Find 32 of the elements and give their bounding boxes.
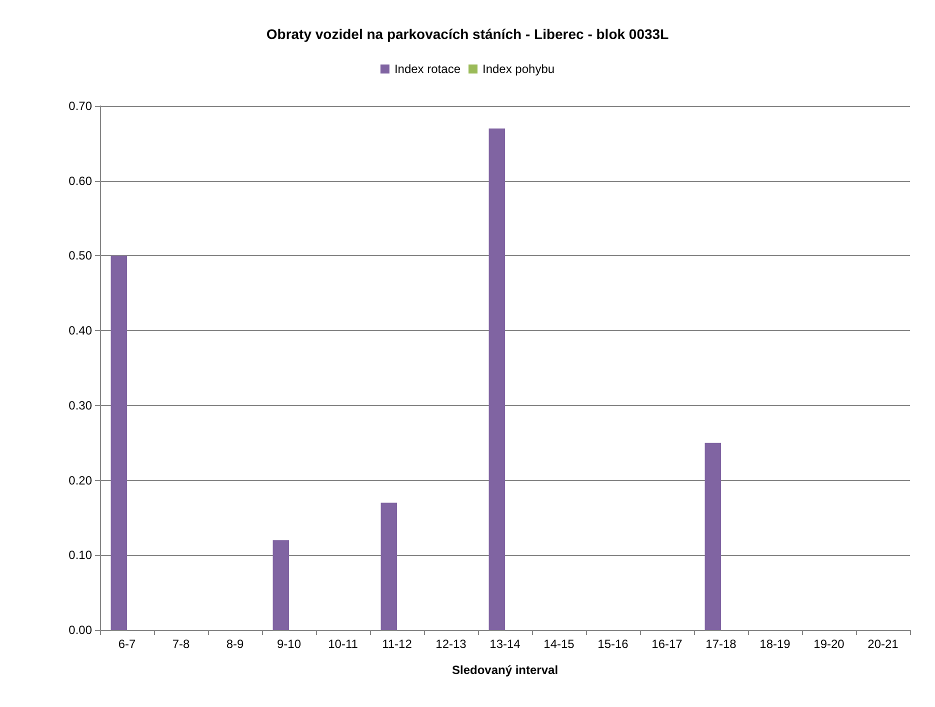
x-axis-title: Sledovaný interval [452, 663, 558, 677]
x-tick-label: 9-10 [276, 637, 302, 651]
y-tick-label: 0.10 [68, 548, 92, 562]
x-tick-label: 12-13 [436, 637, 467, 651]
y-tick-label: 0.60 [68, 174, 92, 188]
x-tick-label: 20-21 [868, 637, 899, 651]
y-tick-label: 0.20 [68, 473, 92, 488]
x-tick-label: 15-16 [598, 637, 629, 651]
x-tick-label: 17-18 [706, 637, 737, 651]
x-tick-label: 13-14 [490, 637, 521, 651]
bar [110, 256, 127, 630]
x-tick-label: 16-17 [652, 637, 683, 651]
x-tick-label: 18-19 [760, 637, 791, 651]
y-tick-label: 0.30 [68, 398, 92, 412]
y-tick-label: 0.50 [68, 248, 92, 263]
x-tick-label: 10-11 [328, 637, 358, 651]
bar [272, 540, 289, 630]
y-tick-label: 0.40 [68, 324, 92, 338]
chart-title: Obraty vozidel na parkovacích stáních - Liberec - blok 0033L [266, 26, 670, 42]
x-tick-label: 7-8 [172, 637, 190, 651]
y-tick-label: 0.00 [68, 623, 92, 637]
x-tick-label: 14-15 [544, 637, 575, 651]
x-tick-label: 11-12 [382, 637, 412, 651]
x-tick-label: 8-9 [226, 637, 244, 651]
x-tick-label: 6-7 [118, 637, 136, 651]
bar [488, 128, 505, 630]
legend-label: Index pohybu [482, 62, 555, 76]
y-tick-label: 0.70 [68, 99, 92, 113]
bar [704, 442, 721, 630]
legend-label: Index rotace [394, 62, 461, 76]
x-tick-label: 19-20 [814, 637, 845, 651]
bar [380, 502, 397, 630]
